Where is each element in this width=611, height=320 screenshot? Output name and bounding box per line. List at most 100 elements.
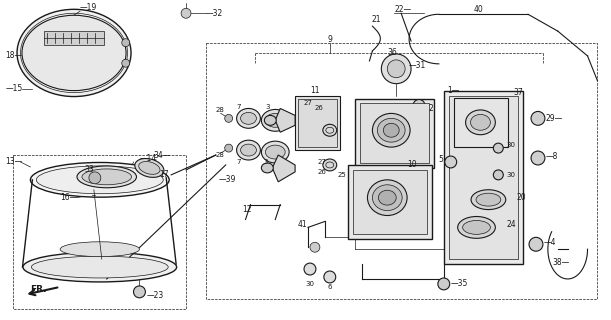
Circle shape bbox=[387, 60, 405, 78]
Ellipse shape bbox=[236, 108, 260, 128]
Text: 7: 7 bbox=[236, 159, 241, 165]
Ellipse shape bbox=[82, 169, 131, 185]
Text: 34—: 34— bbox=[153, 150, 170, 160]
Circle shape bbox=[134, 286, 145, 298]
Bar bbox=[13, 155, 186, 309]
Bar bbox=[454, 98, 508, 147]
Text: 13—: 13— bbox=[5, 157, 23, 166]
Text: —8: —8 bbox=[546, 152, 558, 161]
Text: 3: 3 bbox=[265, 104, 270, 110]
Circle shape bbox=[122, 59, 130, 67]
Text: 26: 26 bbox=[315, 106, 324, 111]
Bar bbox=[298, 99, 337, 147]
Circle shape bbox=[529, 237, 543, 251]
Text: 37: 37 bbox=[513, 88, 523, 97]
Circle shape bbox=[310, 242, 320, 252]
Ellipse shape bbox=[458, 217, 496, 238]
Text: 38—: 38— bbox=[553, 258, 570, 267]
Bar bbox=[206, 43, 598, 299]
Text: —35: —35 bbox=[451, 279, 468, 288]
Text: 21: 21 bbox=[371, 15, 381, 24]
Text: —19: —19 bbox=[80, 3, 97, 12]
Ellipse shape bbox=[23, 252, 177, 282]
Text: 2: 2 bbox=[429, 104, 434, 113]
Text: 7: 7 bbox=[236, 104, 241, 110]
Text: 30: 30 bbox=[507, 142, 515, 148]
Text: 33: 33 bbox=[84, 165, 93, 174]
Text: 30: 30 bbox=[507, 172, 515, 178]
Text: 25: 25 bbox=[338, 172, 346, 178]
Circle shape bbox=[531, 151, 545, 165]
Text: 10: 10 bbox=[407, 160, 417, 170]
Text: —39: —39 bbox=[219, 175, 236, 184]
Circle shape bbox=[381, 54, 411, 84]
Ellipse shape bbox=[37, 166, 163, 194]
Ellipse shape bbox=[373, 185, 402, 211]
Circle shape bbox=[445, 156, 456, 168]
Ellipse shape bbox=[463, 220, 491, 234]
Text: 3: 3 bbox=[263, 159, 268, 165]
Ellipse shape bbox=[135, 158, 164, 177]
Ellipse shape bbox=[466, 110, 496, 135]
Text: 27: 27 bbox=[318, 159, 327, 165]
Bar bbox=[448, 96, 518, 259]
Text: 22—: 22— bbox=[394, 5, 411, 14]
Text: FR.: FR. bbox=[31, 285, 47, 294]
Ellipse shape bbox=[476, 193, 501, 206]
Circle shape bbox=[493, 143, 503, 153]
Text: 41: 41 bbox=[298, 220, 308, 229]
Ellipse shape bbox=[378, 190, 396, 205]
Ellipse shape bbox=[262, 163, 273, 173]
Text: —4: —4 bbox=[544, 238, 557, 247]
Ellipse shape bbox=[236, 140, 260, 160]
Bar bbox=[295, 96, 340, 150]
Text: 26: 26 bbox=[318, 169, 327, 175]
Ellipse shape bbox=[241, 144, 257, 156]
Circle shape bbox=[181, 8, 191, 18]
Ellipse shape bbox=[17, 9, 131, 97]
Circle shape bbox=[438, 278, 450, 290]
Ellipse shape bbox=[139, 162, 160, 174]
Text: 27: 27 bbox=[303, 100, 312, 106]
Text: —15: —15 bbox=[5, 84, 23, 93]
Ellipse shape bbox=[31, 256, 168, 278]
Ellipse shape bbox=[323, 159, 337, 171]
Circle shape bbox=[413, 100, 425, 111]
Polygon shape bbox=[273, 155, 295, 182]
Ellipse shape bbox=[31, 163, 169, 197]
Text: 29—: 29— bbox=[546, 114, 563, 123]
Circle shape bbox=[324, 271, 335, 283]
Ellipse shape bbox=[265, 145, 285, 159]
Ellipse shape bbox=[60, 242, 139, 257]
Circle shape bbox=[225, 144, 233, 152]
Bar bbox=[44, 31, 104, 45]
Text: —23: —23 bbox=[147, 291, 164, 300]
Text: 36: 36 bbox=[387, 48, 397, 57]
Text: —14: —14 bbox=[139, 154, 156, 163]
Ellipse shape bbox=[471, 190, 506, 210]
Circle shape bbox=[304, 263, 316, 275]
Text: 1—: 1— bbox=[447, 86, 459, 95]
Text: 11: 11 bbox=[310, 86, 320, 95]
Ellipse shape bbox=[265, 116, 276, 125]
Text: —31: —31 bbox=[409, 61, 426, 70]
Text: 16—: 16— bbox=[60, 193, 78, 202]
Ellipse shape bbox=[241, 112, 257, 124]
Text: 18—: 18— bbox=[5, 52, 23, 60]
Bar bbox=[359, 103, 429, 163]
Text: 28: 28 bbox=[216, 152, 225, 158]
Ellipse shape bbox=[77, 166, 136, 188]
Ellipse shape bbox=[383, 123, 399, 137]
Text: 12: 12 bbox=[243, 205, 252, 214]
Circle shape bbox=[493, 170, 503, 180]
Circle shape bbox=[225, 114, 233, 122]
Ellipse shape bbox=[373, 113, 410, 147]
Bar bbox=[353, 170, 427, 234]
Ellipse shape bbox=[265, 113, 285, 127]
Ellipse shape bbox=[262, 109, 289, 131]
Text: —32: —32 bbox=[206, 9, 223, 18]
Ellipse shape bbox=[22, 15, 126, 91]
Ellipse shape bbox=[262, 141, 289, 163]
Circle shape bbox=[122, 39, 130, 47]
Text: 6: 6 bbox=[328, 284, 332, 290]
